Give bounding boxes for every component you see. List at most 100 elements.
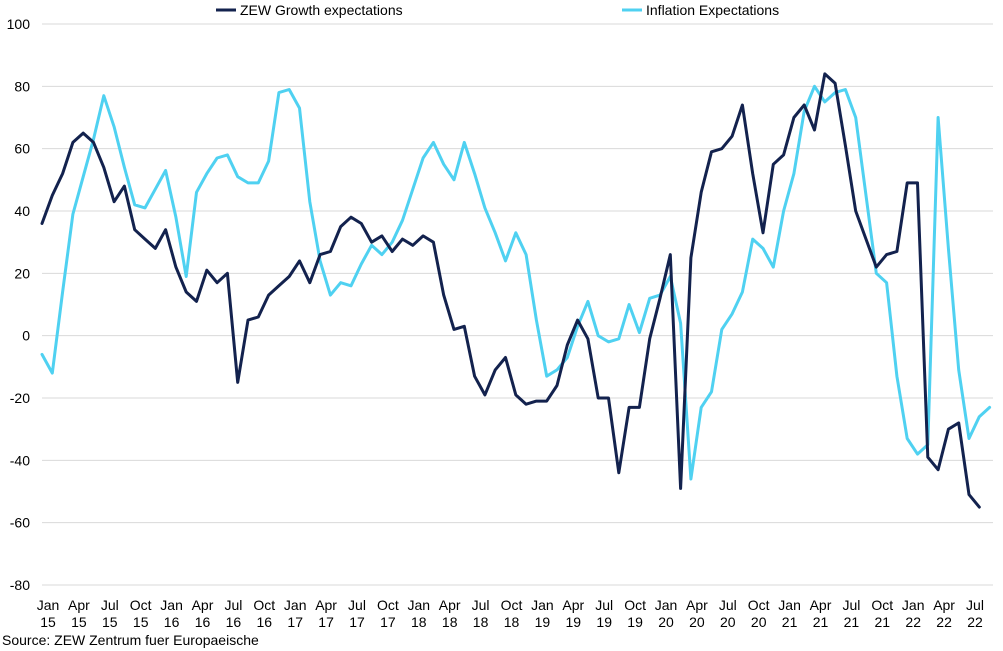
x-tick-year: 19	[596, 614, 612, 630]
x-tick-month: Jul	[966, 597, 984, 613]
x-tick-month: Jul	[101, 597, 119, 613]
x-tick-year: 17	[318, 614, 334, 630]
x-tick-year: 17	[287, 614, 303, 630]
x-tick-month: Apr	[810, 597, 832, 613]
y-tick-label: 60	[14, 141, 30, 157]
x-tick-year: 20	[658, 614, 674, 630]
y-axis-ticks: 100 80 60 40 20 0 -20 -40 -60 -80	[7, 16, 31, 593]
x-tick-month: Oct	[871, 597, 893, 613]
x-axis-ticks: Jan15Apr15Jul15Oct15Jan16Apr16Jul16Oct16…	[37, 597, 984, 630]
x-tick-month: Jul	[842, 597, 860, 613]
x-tick-year: 16	[195, 614, 211, 630]
x-tick-year: 21	[844, 614, 860, 630]
x-tick-month: Jul	[348, 597, 366, 613]
series-line-inflation	[40, 84, 992, 481]
x-tick-month: Jan	[902, 597, 925, 613]
x-tick-year: 21	[875, 614, 891, 630]
x-tick-year: 20	[751, 614, 767, 630]
x-tick-year: 19	[535, 614, 551, 630]
y-tick-label: 100	[7, 16, 31, 32]
legend-label-zew: ZEW Growth expectations	[240, 2, 403, 18]
x-tick-month: Oct	[130, 597, 152, 613]
x-tick-year: 15	[40, 614, 56, 630]
x-tick-month: Oct	[377, 597, 399, 613]
source-note: Source: ZEW Zentrum fuer Europaeische	[2, 632, 259, 648]
x-tick-year: 18	[473, 614, 489, 630]
x-tick-year: 20	[720, 614, 736, 630]
x-tick-month: Apr	[315, 597, 337, 613]
y-tick-label: -40	[10, 452, 30, 468]
x-tick-year: 22	[905, 614, 921, 630]
x-tick-year: 22	[936, 614, 952, 630]
y-tick-label: 0	[22, 328, 30, 344]
x-tick-year: 17	[349, 614, 365, 630]
x-tick-month: Jan	[655, 597, 678, 613]
x-tick-year: 18	[504, 614, 520, 630]
x-tick-year: 16	[164, 614, 180, 630]
x-tick-year: 21	[813, 614, 829, 630]
legend: ZEW Growth expectations Inflation Expect…	[216, 2, 779, 18]
y-tick-label: -80	[10, 577, 30, 593]
series-lines	[40, 72, 992, 509]
x-tick-month: Apr	[933, 597, 955, 613]
x-tick-month: Jan	[284, 597, 307, 613]
x-tick-year: 19	[566, 614, 582, 630]
x-tick-month: Jan	[160, 597, 183, 613]
y-tick-label: 40	[14, 203, 30, 219]
x-tick-month: Apr	[68, 597, 90, 613]
x-tick-year: 15	[71, 614, 87, 630]
x-tick-year: 17	[380, 614, 396, 630]
y-tick-label: 20	[14, 265, 30, 281]
gridlines	[42, 23, 993, 586]
x-tick-year: 20	[689, 614, 705, 630]
x-tick-month: Apr	[562, 597, 584, 613]
x-tick-year: 16	[257, 614, 273, 630]
x-tick-month: Oct	[748, 597, 770, 613]
x-tick-month: Jul	[719, 597, 737, 613]
y-tick-label: 80	[14, 78, 30, 94]
x-tick-month: Apr	[686, 597, 708, 613]
x-tick-month: Jul	[595, 597, 613, 613]
x-tick-year: 15	[133, 614, 149, 630]
x-tick-month: Apr	[192, 597, 214, 613]
x-tick-year: 15	[102, 614, 118, 630]
x-tick-month: Oct	[501, 597, 523, 613]
x-tick-month: Apr	[439, 597, 461, 613]
x-tick-month: Jul	[224, 597, 242, 613]
x-tick-year: 16	[226, 614, 242, 630]
x-tick-month: Jul	[472, 597, 490, 613]
x-tick-year: 21	[782, 614, 798, 630]
x-tick-month: Jan	[531, 597, 554, 613]
x-tick-month: Oct	[253, 597, 275, 613]
x-tick-year: 18	[442, 614, 458, 630]
x-tick-month: Jan	[408, 597, 431, 613]
